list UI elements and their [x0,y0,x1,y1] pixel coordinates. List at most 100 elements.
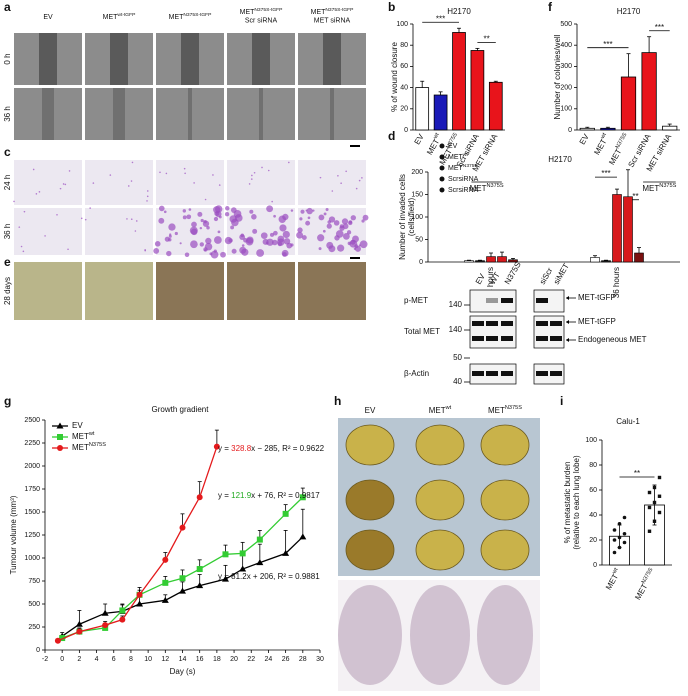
column-header: METN375S-tGFP Scr siRNA [240,7,283,24]
stain [56,213,58,216]
text-part: MET [488,406,505,415]
bar [475,260,485,263]
x-tick-label: 24 hours [486,267,495,298]
text-part: MET [470,184,487,193]
y-tick-label: 400 [560,42,572,49]
stain [168,223,176,231]
y-tick-label: 50 [415,236,423,243]
stain [109,174,112,176]
band [550,371,562,376]
stain [241,248,249,256]
marker [75,620,83,627]
marker [76,628,83,635]
y-tick-label: 2000 [24,463,40,470]
stain [174,231,178,236]
blot-arrow-label: Endogeneous MET [578,335,647,344]
x-tick-label: 22 [247,656,255,663]
y-axis-label: % of metastatic burden [563,462,572,544]
stain [158,217,165,224]
x-tick-label: 28 [299,656,307,663]
bar [600,127,616,131]
y-axis-label: Number of invaded cells [398,174,407,260]
arrowhead [566,320,569,324]
stain [146,190,149,192]
bar [452,32,466,131]
image [156,262,224,320]
stain [184,252,190,257]
row-label: 28 days [3,277,12,305]
y-tick-label: 100 [411,214,423,221]
stain [345,170,347,173]
text-part: y = [218,444,231,453]
stain [217,230,221,234]
significance-label: *** [603,40,612,49]
legend-label: EV [448,143,458,150]
stain [253,171,256,174]
image-gap [113,88,125,140]
text-part: N375S [641,567,655,585]
marker [282,549,290,556]
lung [415,479,465,521]
image [85,262,153,320]
significance-label: *** [601,169,610,178]
stain [271,239,278,246]
stain [299,217,303,221]
tissue [410,585,470,685]
marker [213,443,220,450]
panel-label: a [4,0,11,14]
y-tick-label: 40 [589,512,597,519]
marker [179,575,186,582]
stain [20,245,23,248]
legend-marker [439,187,445,193]
point [612,528,617,532]
stain [80,217,83,220]
panel-label: g [4,394,11,408]
x-tick-label: 6 [112,656,116,663]
legend-label: METwt [72,431,95,441]
image-gap [259,88,263,140]
y-tick-label: 0 [568,127,572,134]
stain [337,174,339,177]
image [227,160,295,205]
band [472,336,484,341]
point [657,475,662,480]
stain [300,209,305,214]
stain [130,180,133,182]
text-part: MET [240,9,256,16]
marker [101,609,109,616]
x-tick-label: 10 [144,656,152,663]
blot-box [533,315,565,349]
y-tick-label: 100 [560,106,572,113]
image-gap [188,88,192,140]
stain [35,193,38,195]
arrowhead [566,296,569,300]
legend-label: ScrsiRNA [448,176,479,183]
bar [601,260,611,263]
stain [282,230,290,239]
stain [206,225,210,230]
y-tick-label: 150 [411,191,423,198]
y-tick-label: 100 [585,437,597,444]
stain [197,211,203,217]
y-tick-label: 0 [404,127,408,134]
stain [18,226,21,228]
text-part: 328.8 [231,444,252,453]
stain [210,250,219,259]
stain [286,242,293,249]
lung [415,529,465,571]
mw-marker: 50 [453,353,462,362]
stain [224,212,230,217]
legend-label: ScrsiRNA [448,187,479,194]
band [472,371,484,376]
stain [59,187,62,190]
marker [299,533,307,540]
stain [362,214,369,221]
row-label: 24 h [3,175,12,191]
marker [119,616,126,623]
lung-column-label: EV [365,406,376,415]
panel-label: i [560,394,563,408]
point [622,515,627,520]
stain [271,200,273,203]
band [486,321,498,326]
point [647,505,652,510]
